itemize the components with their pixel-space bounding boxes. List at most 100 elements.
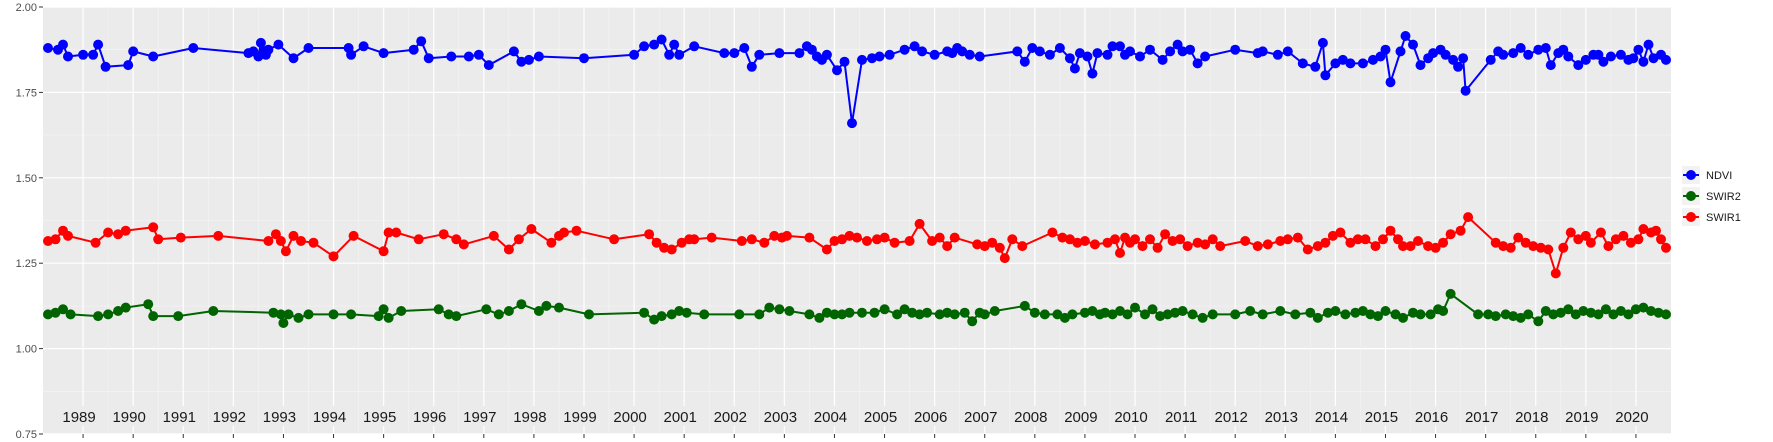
x-tick-label: 2001	[663, 409, 696, 426]
data-point-ndvi	[1563, 51, 1574, 62]
data-point-swir2	[1523, 309, 1534, 320]
data-point-swir2	[1019, 300, 1030, 311]
data-point-ndvi	[839, 56, 850, 67]
data-point-swir1	[1370, 241, 1381, 252]
data-point-ndvi	[1573, 60, 1584, 71]
data-point-ndvi	[1453, 61, 1464, 72]
data-point-swir2	[899, 304, 910, 315]
year-label-background	[661, 406, 700, 426]
data-point-ndvi	[446, 51, 457, 62]
data-point-ndvi	[1337, 54, 1348, 65]
data-point-swir2	[979, 309, 990, 320]
data-point-swir2	[275, 309, 286, 320]
data-point-swir1	[1543, 244, 1554, 255]
data-point-swir1	[378, 246, 389, 257]
data-point-ndvi	[964, 49, 975, 60]
data-point-ndvi	[1638, 56, 1649, 67]
x-tick-label: 2015	[1365, 409, 1398, 426]
data-point-swir1	[1215, 241, 1226, 252]
data-point-ndvi	[821, 49, 832, 60]
data-point-ndvi	[1661, 54, 1671, 65]
data-point-swir2	[1312, 312, 1323, 323]
data-point-swir2	[65, 309, 76, 320]
data-point-swir2	[764, 302, 775, 313]
data-point-swir1	[288, 230, 299, 241]
data-point-ndvi	[729, 48, 740, 59]
data-point-swir2	[821, 307, 832, 318]
data-point-swir1	[1167, 236, 1178, 246]
data-point-swir2	[1162, 309, 1173, 320]
x-tick-label: 1997	[463, 409, 496, 426]
data-point-swir1	[949, 232, 960, 243]
year-label-background	[560, 406, 599, 426]
data-point-swir1	[1445, 229, 1456, 240]
data-point-ndvi	[378, 48, 389, 59]
data-point-ndvi	[1628, 53, 1639, 64]
data-point-swir1	[1130, 234, 1140, 245]
data-point-swir2	[934, 309, 945, 320]
year-label-background	[60, 406, 99, 426]
data-point-swir1	[781, 230, 792, 241]
data-point-swir1	[759, 237, 770, 248]
data-point-swir2	[1305, 307, 1316, 318]
data-point-swir1	[90, 237, 101, 248]
year-label-background	[811, 406, 850, 426]
year-label-background	[911, 406, 950, 426]
data-point-swir1	[1573, 234, 1584, 245]
data-point-ndvi	[754, 49, 765, 60]
data-point-ndvi	[1082, 51, 1093, 62]
data-point-swir2	[774, 304, 785, 315]
data-point-swir1	[1385, 225, 1396, 236]
year-label-background	[611, 406, 650, 426]
data-point-swir1	[1064, 234, 1075, 245]
data-point-swir2	[699, 309, 710, 320]
x-tick-label: 1989	[62, 409, 95, 426]
data-point-swir2	[1408, 307, 1418, 318]
data-point-swir2	[1473, 309, 1484, 320]
data-point-ndvi	[416, 36, 427, 47]
data-point-swir1	[706, 232, 717, 243]
data-point-swir2	[681, 307, 692, 318]
year-label-background	[1262, 406, 1301, 426]
data-point-swir2	[1653, 307, 1664, 318]
data-point-ndvi	[899, 44, 910, 55]
data-point-ndvi	[1533, 44, 1544, 55]
data-point-ndvi	[857, 54, 867, 65]
data-point-swir2	[43, 309, 53, 320]
data-point-swir2	[1555, 307, 1566, 318]
data-point-swir1	[1603, 241, 1614, 252]
data-point-swir2	[1483, 309, 1494, 320]
data-point-swir2	[1130, 302, 1140, 313]
data-point-swir2	[1540, 306, 1551, 316]
data-point-swir2	[173, 311, 184, 322]
data-point-swir1	[1089, 239, 1100, 250]
x-tick-label: 2019	[1565, 409, 1598, 426]
data-point-swir2	[1638, 302, 1649, 313]
data-point-swir2	[443, 309, 454, 320]
data-point-ndvi	[508, 46, 519, 57]
data-point-ndvi	[1458, 53, 1469, 64]
data-point-swir2	[1177, 306, 1188, 316]
data-point-swir2	[907, 307, 918, 318]
x-tick-label: 2009	[1064, 409, 1097, 426]
data-point-ndvi	[689, 41, 700, 52]
data-point-ndvi	[288, 53, 299, 64]
data-point-swir1	[1558, 242, 1569, 253]
data-point-swir1	[488, 230, 499, 241]
x-axis: 1989 1990 1991 1992 1993 1994 1995 1996 1997 1998…	[60, 406, 1651, 438]
data-point-swir1	[1430, 242, 1441, 253]
data-point-swir1	[862, 236, 872, 246]
data-point-swir2	[303, 309, 314, 320]
data-point-swir2	[857, 307, 867, 318]
x-tick-label: 2020	[1615, 409, 1648, 426]
data-point-swir2	[837, 309, 847, 320]
year-label-background	[861, 406, 900, 426]
data-point-swir2	[1438, 306, 1449, 316]
data-point-swir2	[1563, 304, 1574, 315]
data-point-swir1	[413, 234, 424, 245]
data-point-swir1	[1115, 248, 1125, 258]
data-point-swir2	[1340, 309, 1351, 320]
data-point-swir2	[1079, 307, 1090, 318]
data-point-swir1	[391, 227, 402, 238]
data-point-swir2	[1155, 311, 1166, 322]
